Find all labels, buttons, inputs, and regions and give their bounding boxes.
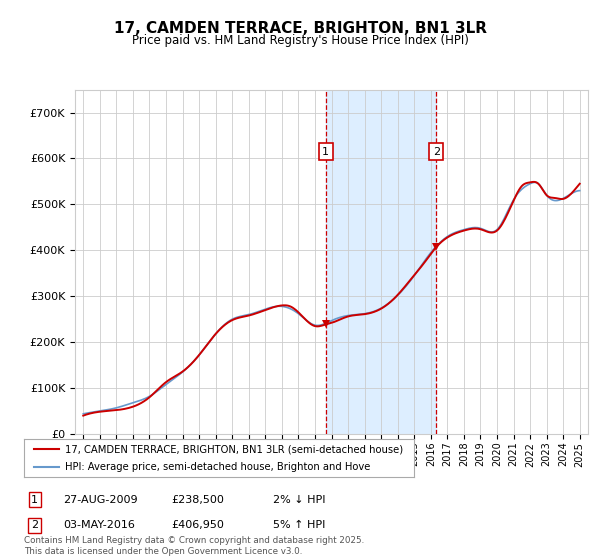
Text: 2% ↓ HPI: 2% ↓ HPI (273, 494, 325, 505)
Text: Contains HM Land Registry data © Crown copyright and database right 2025.
This d: Contains HM Land Registry data © Crown c… (24, 536, 364, 556)
Text: Price paid vs. HM Land Registry's House Price Index (HPI): Price paid vs. HM Land Registry's House … (131, 34, 469, 46)
Text: £406,950: £406,950 (171, 520, 224, 530)
Text: HPI: Average price, semi-detached house, Brighton and Hove: HPI: Average price, semi-detached house,… (65, 462, 370, 472)
Text: 2: 2 (31, 520, 38, 530)
Text: £238,500: £238,500 (171, 494, 224, 505)
Text: 27-AUG-2009: 27-AUG-2009 (63, 494, 137, 505)
Text: 5% ↑ HPI: 5% ↑ HPI (273, 520, 325, 530)
Text: 2: 2 (433, 147, 440, 157)
Text: 1: 1 (322, 147, 329, 157)
Text: 17, CAMDEN TERRACE, BRIGHTON, BN1 3LR (semi-detached house): 17, CAMDEN TERRACE, BRIGHTON, BN1 3LR (s… (65, 444, 403, 454)
Bar (326, 90, 436, 434)
Text: 17, CAMDEN TERRACE, BRIGHTON, BN1 3LR: 17, CAMDEN TERRACE, BRIGHTON, BN1 3LR (113, 21, 487, 36)
Text: 1: 1 (31, 494, 38, 505)
Text: 03-MAY-2016: 03-MAY-2016 (63, 520, 135, 530)
